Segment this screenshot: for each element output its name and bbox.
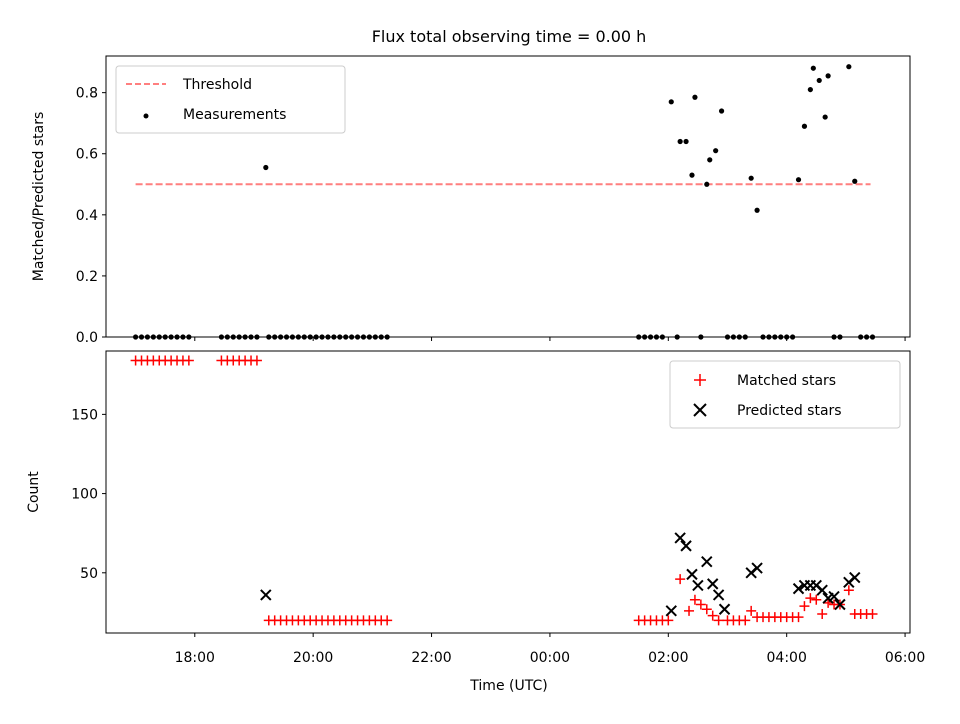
top-plot-marks	[132, 64, 876, 340]
predicted-star-point	[834, 598, 846, 611]
bottom-axes-frame	[105, 350, 911, 634]
predicted-star-point	[680, 540, 692, 552]
bottom-y-axis-label: Count	[26, 471, 42, 513]
y-tick-label: 0.2	[76, 269, 98, 285]
matched-legend-swatch	[694, 374, 706, 386]
bottom-y-ticks: 50 100 150	[71, 407, 106, 582]
measurement-point	[692, 94, 698, 100]
measurement-point	[689, 172, 695, 178]
measurement-point	[822, 114, 828, 120]
measurement-point	[713, 148, 719, 154]
matched-star-point	[746, 605, 757, 616]
chart-title: Flux total observing time = 0.00 h	[372, 27, 647, 46]
x-tick-label: 00:00	[530, 650, 570, 666]
matched-star-point	[805, 593, 816, 604]
measurement-point	[795, 177, 802, 183]
x-tick-label: 06:00	[885, 650, 925, 666]
top-panel: 0.00.20.40.60.8 Matched/Predicted stars …	[31, 55, 911, 346]
x-tick-label: 22:00	[411, 650, 451, 666]
measurement-point	[707, 157, 713, 163]
y-tick-label: 0.8	[76, 86, 98, 102]
x-tick-label: 02:00	[648, 650, 688, 666]
matched-legend-label: Matched stars	[737, 373, 836, 389]
measurement-point	[807, 86, 813, 93]
matched-star-point	[740, 615, 751, 626]
matched-star-point	[382, 615, 393, 626]
measurement-point	[263, 164, 269, 171]
matched-star-point	[823, 597, 834, 608]
predicted-star-point	[792, 582, 805, 595]
y-tick-label: 100	[71, 487, 98, 503]
measurement-point	[754, 207, 760, 213]
predicted-legend-label: Predicted stars	[737, 403, 842, 419]
measurement-point	[748, 175, 754, 181]
y-tick-label: 50	[80, 566, 98, 582]
y-tick-label: 0.0	[76, 330, 98, 346]
predicted-star-point	[692, 579, 704, 592]
top-axes-frame	[105, 55, 911, 338]
x-tick-label: 18:00	[175, 650, 215, 666]
matched-star-point	[843, 585, 854, 596]
predicted-star-point	[751, 562, 763, 574]
predicted-legend-swatch	[693, 403, 707, 417]
predicted-star-point	[828, 590, 840, 603]
matched-star-point	[684, 605, 695, 616]
bottom-legend: Matched stars Predicted stars	[669, 360, 901, 429]
bottom-x-ticks: 18:00 20:00 22:00 00:00 02:00 04:00 06:00	[175, 633, 925, 666]
predicted-star-point	[665, 605, 677, 617]
x-axis-label: Time (UTC)	[469, 678, 547, 694]
matched-star-point	[799, 601, 810, 612]
top-y-axis-label: Matched/Predicted stars	[31, 112, 47, 282]
measurement-point	[810, 65, 816, 71]
measurement-point	[704, 181, 710, 187]
predicted-star-point	[686, 568, 698, 581]
top-x-ticks	[194, 337, 906, 341]
predicted-star-point	[712, 589, 725, 601]
y-tick-label: 0.6	[76, 147, 98, 163]
matched-star-point	[689, 594, 700, 605]
measurement-point	[668, 99, 674, 105]
predicted-star-point	[701, 556, 713, 568]
measurement-point	[683, 138, 689, 145]
measurement-point	[677, 138, 683, 145]
matched-star-point	[695, 599, 706, 610]
matched-star-point	[867, 608, 878, 619]
matched-star-point	[183, 355, 194, 366]
matched-star-point	[663, 615, 674, 626]
top-legend: Threshold Measurements	[115, 65, 346, 134]
predicted-star-point	[706, 578, 719, 590]
bottom-plot-marks	[130, 355, 878, 626]
predicted-star-point	[816, 584, 828, 596]
x-tick-label: 20:00	[293, 650, 333, 666]
y-tick-label: 0.4	[76, 208, 98, 224]
matched-star-point	[793, 612, 804, 623]
matched-star-point	[701, 604, 712, 615]
measurements-legend-label: Measurements	[183, 107, 286, 123]
matched-star-point	[817, 608, 828, 619]
matched-star-point	[713, 615, 724, 626]
top-y-ticks: 0.0 0.2 0.4 0.6 0.8	[76, 86, 106, 346]
threshold-legend-label: Threshold	[182, 77, 252, 93]
matched-star-point	[251, 355, 262, 366]
bottom-panel: 50 100 150 18:00 20:00 22:00 00:00 02:00 04:00 0…	[26, 350, 925, 694]
measurement-point	[852, 178, 858, 184]
measurement-point	[846, 64, 852, 70]
bottom-legend-box	[669, 360, 901, 429]
measurements-legend-swatch	[143, 113, 149, 119]
matched-star-point	[675, 574, 686, 585]
predicted-star-point	[260, 589, 272, 601]
predicted-star-point	[849, 571, 861, 584]
measurement-point	[718, 108, 725, 114]
predicted-star-point	[718, 603, 731, 615]
measurement-point	[825, 73, 831, 79]
matched-star-point	[707, 610, 718, 621]
measurement-point	[816, 77, 822, 84]
matched-star-point	[811, 594, 822, 605]
y-tick-label: 150	[71, 407, 98, 423]
measurement-point	[801, 123, 808, 129]
predicted-star-point	[674, 532, 686, 544]
top-legend-box	[115, 65, 346, 134]
x-tick-label: 04:00	[767, 650, 807, 666]
